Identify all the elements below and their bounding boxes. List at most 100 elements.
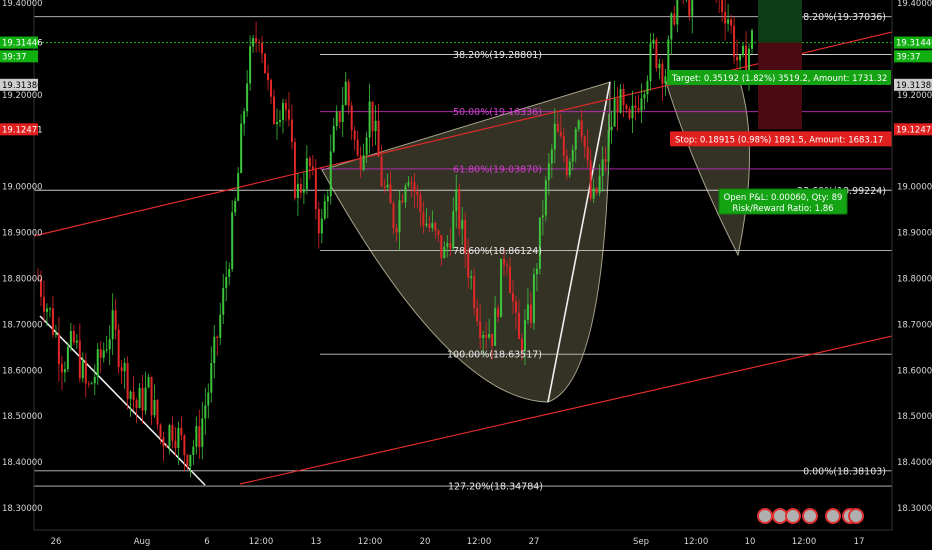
time-axis[interactable]: 26 Aug 6 12:00 13 12:00 20 12:00 27 Sep 12:00 10 12:… [34,529,892,547]
candle-body [60,363,63,373]
candle-body [586,146,589,161]
candle-body [129,391,132,399]
candle-body [479,321,482,339]
candle-body [75,340,78,343]
candle-body [559,132,562,137]
candle-body [132,391,135,401]
candle-body [497,308,500,318]
stop-label-box [670,131,892,147]
x-tick: 17 [854,537,865,547]
candle-body [730,19,733,26]
target-label: Target: 0.35192 (1.82%) 3519.2, Amount: … [671,74,887,84]
candle-body [123,362,126,372]
x-tick: 12:00 [249,537,274,547]
price-tag-value: 19.31446 [2,39,43,49]
candle-body [443,247,446,259]
candle-body [392,203,395,229]
stop-zone [758,42,802,130]
candle-body [544,180,547,216]
candle-body [562,136,565,156]
fib-label-left: 78.60%(18.86124) [453,246,542,257]
candle-body [416,191,419,196]
y-tick-right: 18.40000 [897,458,932,468]
candle-body [625,105,628,110]
candle-body [174,440,177,448]
candle-body [102,350,105,358]
candle-body [126,362,129,399]
candle-body [506,264,509,267]
candle-body [84,360,87,384]
candle-body [461,219,464,229]
candle-body [383,186,386,188]
candle-body [401,200,404,203]
candle-body [455,189,458,212]
candle-body [739,55,742,61]
y-tick-left: 18.30000 [2,504,43,514]
y-tick-right: 19.40000 [897,0,932,9]
price-tag-value: 19.12471 [896,125,932,135]
candle-body [628,109,631,119]
candle-body [147,376,150,388]
candle-body [440,235,443,259]
candle-body [748,48,751,74]
candle-body [604,159,607,162]
candle-body [371,101,374,132]
x-tick: 6 [204,537,209,547]
price-tag-value: 39:37 [2,52,27,62]
candle-body [661,63,664,84]
event-icon [757,508,773,524]
event-icon [802,508,818,524]
candle-body [667,39,670,77]
candle-body [374,120,377,132]
candle-body [302,189,305,193]
candle-body [724,12,727,24]
y-tick-left: 19.00000 [2,183,43,193]
candle-body [54,333,57,335]
candle-body [252,38,255,47]
candle-body [105,349,108,351]
event-icons[interactable] [757,508,864,524]
candle-body [344,81,347,105]
candle-body [595,188,598,193]
fib-label-right: 0.00%(18.38103) [803,466,886,477]
price-axis[interactable]: 18.30000 18.30000 18.40000 18.40000 18.50000… [2,0,932,530]
candle-body [520,338,523,351]
candle-body [676,0,679,25]
candle-body [57,333,60,364]
candle-body [332,126,335,152]
candle-body [243,111,246,124]
candle-body [305,158,308,190]
candle-body [526,304,529,320]
candle-body [404,185,407,203]
candle-body [192,446,195,455]
candle-body [66,346,69,370]
candle-body [275,122,278,125]
candle-body [607,130,610,162]
candle-body [281,102,284,121]
candle-body [583,136,586,147]
candle-body [240,123,243,173]
candle-body [347,81,350,106]
candle-body [183,435,186,456]
fib-label-left: 61.80%(19.03870) [453,164,542,175]
candle-body [721,0,724,13]
candle-body [78,340,81,379]
position-tool[interactable]: Target: 0.35192 (1.82%) 3519.2, Amount: … [667,0,892,215]
candle-body [141,387,144,411]
candle-body [422,212,425,226]
x-tick: 26 [51,537,62,547]
candle-body [601,159,604,177]
target-label-box [667,70,891,85]
candle-body [550,149,553,164]
candle-body [138,387,141,409]
candle-body [598,176,601,193]
candle-body [171,425,174,441]
candle-body [63,369,66,373]
candle-body [547,163,550,181]
candle-body [234,200,237,213]
y-tick-right: 18.30000 [897,504,932,514]
candle-body [156,399,159,425]
candle-body [751,30,753,49]
candle-body [449,243,452,249]
